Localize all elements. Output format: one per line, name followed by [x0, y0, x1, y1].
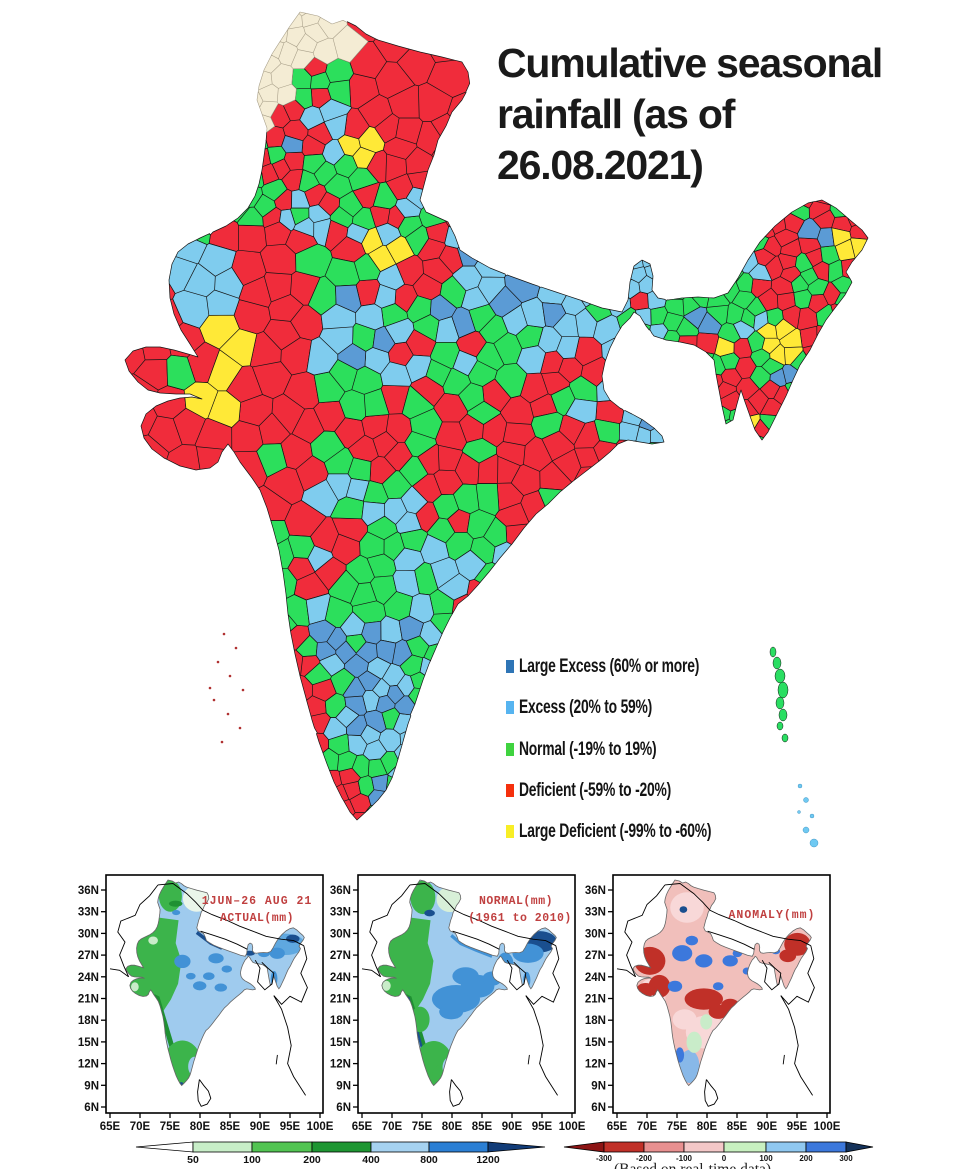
svg-text:400: 400	[362, 1154, 380, 1166]
svg-text:27N: 27N	[585, 950, 606, 962]
svg-text:1200: 1200	[476, 1154, 500, 1166]
svg-text:18N: 18N	[330, 1015, 351, 1027]
svg-text:36N: 36N	[78, 885, 99, 897]
svg-text:ACTUAL(mm): ACTUAL(mm)	[220, 912, 294, 925]
svg-text:65E: 65E	[607, 1121, 628, 1133]
svg-text:90E: 90E	[502, 1121, 523, 1133]
svg-text:15N: 15N	[585, 1037, 606, 1049]
svg-text:85E: 85E	[220, 1121, 241, 1133]
svg-text:200: 200	[799, 1154, 813, 1163]
svg-text:95E: 95E	[787, 1121, 808, 1133]
svg-text:36N: 36N	[585, 885, 606, 897]
svg-text:33N: 33N	[585, 907, 606, 919]
svg-text:90E: 90E	[757, 1121, 778, 1133]
svg-text:24N: 24N	[78, 972, 99, 984]
svg-text:6N: 6N	[591, 1102, 606, 1114]
svg-text:15N: 15N	[330, 1037, 351, 1049]
svg-text:30N: 30N	[585, 928, 606, 940]
svg-text:75E: 75E	[160, 1121, 181, 1133]
svg-text:75E: 75E	[412, 1121, 433, 1133]
svg-text:33N: 33N	[78, 907, 99, 919]
svg-text:21N: 21N	[330, 994, 351, 1006]
svg-text:-300: -300	[596, 1154, 613, 1163]
svg-text:12N: 12N	[330, 1059, 351, 1071]
svg-text:21N: 21N	[585, 994, 606, 1006]
svg-text:50: 50	[187, 1154, 199, 1166]
svg-text:9N: 9N	[591, 1080, 606, 1092]
svg-text:18N: 18N	[585, 1015, 606, 1027]
svg-text:800: 800	[420, 1154, 438, 1166]
svg-text:27N: 27N	[330, 950, 351, 962]
svg-text:15N: 15N	[78, 1037, 99, 1049]
svg-text:36N: 36N	[330, 885, 351, 897]
svg-text:12N: 12N	[78, 1059, 99, 1071]
svg-text:9N: 9N	[336, 1080, 351, 1092]
svg-text:100: 100	[759, 1154, 773, 1163]
svg-text:70E: 70E	[382, 1121, 403, 1133]
svg-text:95E: 95E	[532, 1121, 553, 1133]
svg-text:6N: 6N	[336, 1102, 351, 1114]
svg-text:85E: 85E	[727, 1121, 748, 1133]
svg-text:300: 300	[839, 1154, 853, 1163]
svg-text:27N: 27N	[78, 950, 99, 962]
svg-text:30N: 30N	[78, 928, 99, 940]
svg-text:80E: 80E	[697, 1121, 718, 1133]
svg-text:100E: 100E	[814, 1121, 841, 1133]
svg-text:24N: 24N	[330, 972, 351, 984]
svg-text:21N: 21N	[78, 994, 99, 1006]
svg-text:ANOMALY(mm): ANOMALY(mm)	[729, 909, 816, 922]
svg-text:NORMAL(mm): NORMAL(mm)	[479, 895, 553, 908]
svg-text:65E: 65E	[100, 1121, 121, 1133]
svg-text:18N: 18N	[78, 1015, 99, 1027]
svg-text:80E: 80E	[442, 1121, 463, 1133]
svg-text:100: 100	[243, 1154, 261, 1166]
svg-text:1JUN–26 AUG 21: 1JUN–26 AUG 21	[202, 895, 313, 908]
svg-text:70E: 70E	[130, 1121, 151, 1133]
svg-text:24N: 24N	[585, 972, 606, 984]
svg-text:100E: 100E	[559, 1121, 586, 1133]
svg-text:12N: 12N	[585, 1059, 606, 1071]
svg-text:6N: 6N	[84, 1102, 99, 1114]
svg-text:65E: 65E	[352, 1121, 373, 1133]
svg-text:(Based on real-time data): (Based on real-time data)	[614, 1161, 771, 1169]
svg-text:100E: 100E	[307, 1121, 334, 1133]
svg-text:85E: 85E	[472, 1121, 493, 1133]
svg-text:-200: -200	[636, 1154, 653, 1163]
svg-text:(1961 to 2010): (1961 to 2010)	[468, 912, 572, 925]
svg-text:0: 0	[722, 1154, 727, 1163]
svg-text:95E: 95E	[280, 1121, 301, 1133]
svg-text:9N: 9N	[84, 1080, 99, 1092]
svg-text:-100: -100	[676, 1154, 693, 1163]
svg-text:30N: 30N	[330, 928, 351, 940]
svg-text:75E: 75E	[667, 1121, 688, 1133]
svg-text:70E: 70E	[637, 1121, 658, 1133]
svg-text:80E: 80E	[190, 1121, 211, 1133]
svg-text:33N: 33N	[330, 907, 351, 919]
svg-text:200: 200	[303, 1154, 321, 1166]
svg-text:90E: 90E	[250, 1121, 271, 1133]
